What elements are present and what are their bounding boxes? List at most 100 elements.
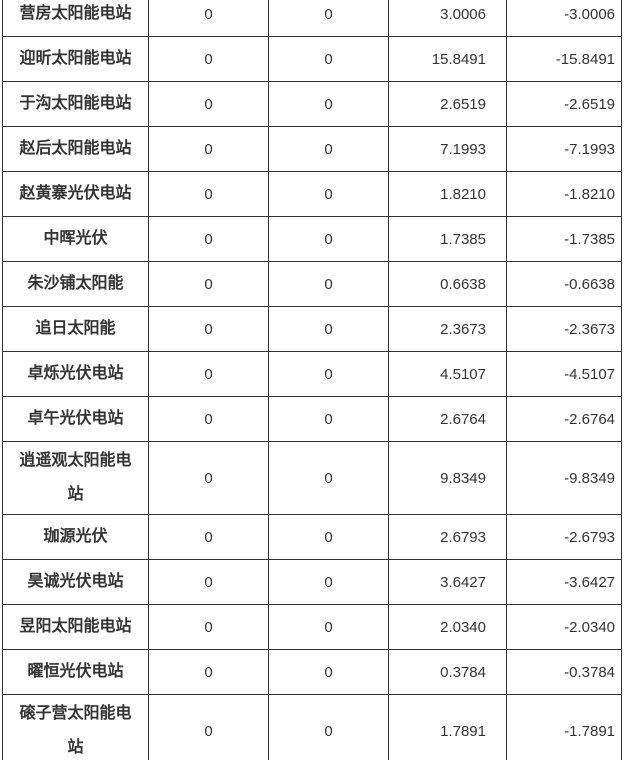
positive-value-cell: 4.5107: [388, 351, 507, 397]
positive-value-cell: 1.7891: [388, 694, 507, 760]
zero-value-cell-2: 0: [268, 171, 389, 217]
negative-value-cell: -0.6638: [506, 261, 622, 307]
zero-value-cell-1: 0: [148, 81, 269, 127]
negative-value-cell: -1.8210: [506, 171, 622, 217]
station-name-cell: 营房太阳能电站: [2, 0, 149, 37]
table-row: 昱阳太阳能电站 0 0 2.0340 -2.0340: [2, 604, 622, 650]
zero-value-cell-1: 0: [148, 0, 269, 37]
zero-value-cell-2: 0: [268, 126, 389, 172]
negative-value-cell: -3.6427: [506, 559, 622, 605]
station-name-cell: 昊诚光伏电站: [2, 559, 149, 605]
zero-value-cell-1: 0: [148, 441, 269, 515]
zero-value-cell-1: 0: [148, 306, 269, 352]
zero-value-cell-2: 0: [268, 441, 389, 515]
table-row: 赵后太阳能电站 0 0 7.1993 -7.1993: [2, 126, 622, 172]
table-row: 珈源光伏 0 0 2.6793 -2.6793: [2, 514, 622, 560]
positive-value-cell: 2.0340: [388, 604, 507, 650]
station-name-cell: 中晖光伏: [2, 216, 149, 262]
positive-value-cell: 0.3784: [388, 649, 507, 695]
zero-value-cell-1: 0: [148, 514, 269, 560]
negative-value-cell: -1.7891: [506, 694, 622, 760]
negative-value-cell: -3.0006: [506, 0, 622, 37]
zero-value-cell-2: 0: [268, 559, 389, 605]
left-border-tail: [2, 751, 3, 760]
zero-value-cell-1: 0: [148, 649, 269, 695]
positive-value-cell: 2.3673: [388, 306, 507, 352]
negative-value-cell: -2.6764: [506, 396, 622, 442]
zero-value-cell-1: 0: [148, 694, 269, 760]
station-name-cell: 曜恒光伏电站: [2, 649, 149, 695]
station-name-cell: 昱阳太阳能电站: [2, 604, 149, 650]
positive-value-cell: 1.8210: [388, 171, 507, 217]
zero-value-cell-1: 0: [148, 216, 269, 262]
positive-value-cell: 7.1993: [388, 126, 507, 172]
zero-value-cell-1: 0: [148, 396, 269, 442]
station-name-cell: 逍遥观太阳能电站: [2, 441, 149, 515]
station-name-cell: 卓午光伏电站: [2, 396, 149, 442]
zero-value-cell-2: 0: [268, 81, 389, 127]
zero-value-cell-2: 0: [268, 36, 389, 82]
positive-value-cell: 1.7385: [388, 216, 507, 262]
positive-value-cell: 2.6764: [388, 396, 507, 442]
zero-value-cell-1: 0: [148, 36, 269, 82]
zero-value-cell-2: 0: [268, 0, 389, 37]
negative-value-cell: -2.6793: [506, 514, 622, 560]
table-row: 赵黄寨光伏电站 0 0 1.8210 -1.8210: [2, 171, 622, 217]
zero-value-cell-1: 0: [148, 604, 269, 650]
positive-value-cell: 2.6519: [388, 81, 507, 127]
station-name-cell: 追日太阳能: [2, 306, 149, 352]
negative-value-cell: -0.3784: [506, 649, 622, 695]
station-name-cell: 磙子营太阳能电站: [2, 694, 149, 760]
table-row: 磙子营太阳能电站 0 0 1.7891 -1.7891: [2, 694, 622, 760]
table-row: 逍遥观太阳能电站 0 0 9.8349 -9.8349: [2, 441, 622, 515]
positive-value-cell: 9.8349: [388, 441, 507, 515]
table-row: 营房太阳能电站 0 0 3.0006 -3.0006: [2, 0, 622, 37]
positive-value-cell: 0.6638: [388, 261, 507, 307]
zero-value-cell-2: 0: [268, 261, 389, 307]
zero-value-cell-1: 0: [148, 126, 269, 172]
negative-value-cell: -2.6519: [506, 81, 622, 127]
positive-value-cell: 2.6793: [388, 514, 507, 560]
positive-value-cell: 15.8491: [388, 36, 507, 82]
station-name-cell: 于沟太阳能电站: [2, 81, 149, 127]
negative-value-cell: -4.5107: [506, 351, 622, 397]
table-row: 迎昕太阳能电站 0 0 15.8491 -15.8491: [2, 36, 622, 82]
negative-value-cell: -2.3673: [506, 306, 622, 352]
negative-value-cell: -1.7385: [506, 216, 622, 262]
zero-value-cell-1: 0: [148, 171, 269, 217]
zero-value-cell-2: 0: [268, 514, 389, 560]
station-name-cell: 迎昕太阳能电站: [2, 36, 149, 82]
positive-value-cell: 3.0006: [388, 0, 507, 37]
zero-value-cell-1: 0: [148, 559, 269, 605]
negative-value-cell: -2.0340: [506, 604, 622, 650]
station-name-cell: 珈源光伏: [2, 514, 149, 560]
table-row: 昊诚光伏电站 0 0 3.6427 -3.6427: [2, 559, 622, 605]
zero-value-cell-2: 0: [268, 694, 389, 760]
negative-value-cell: -15.8491: [506, 36, 622, 82]
table-row: 卓午光伏电站 0 0 2.6764 -2.6764: [2, 396, 622, 442]
zero-value-cell-2: 0: [268, 216, 389, 262]
zero-value-cell-2: 0: [268, 604, 389, 650]
table-row: 追日太阳能 0 0 2.3673 -2.3673: [2, 306, 622, 352]
negative-value-cell: -9.8349: [506, 441, 622, 515]
zero-value-cell-2: 0: [268, 649, 389, 695]
zero-value-cell-2: 0: [268, 351, 389, 397]
table-row: 朱沙铺太阳能 0 0 0.6638 -0.6638: [2, 261, 622, 307]
zero-value-cell-1: 0: [148, 261, 269, 307]
zero-value-cell-2: 0: [268, 306, 389, 352]
positive-value-cell: 3.6427: [388, 559, 507, 605]
station-name-cell: 赵黄寨光伏电站: [2, 171, 149, 217]
station-name-cell: 赵后太阳能电站: [2, 126, 149, 172]
station-name-cell: 卓烁光伏电站: [2, 351, 149, 397]
station-name-cell: 朱沙铺太阳能: [2, 261, 149, 307]
zero-value-cell-1: 0: [148, 351, 269, 397]
zero-value-cell-2: 0: [268, 396, 389, 442]
table-row: 于沟太阳能电站 0 0 2.6519 -2.6519: [2, 81, 622, 127]
table-row: 中晖光伏 0 0 1.7385 -1.7385: [2, 216, 622, 262]
table-row: 曜恒光伏电站 0 0 0.3784 -0.3784: [2, 649, 622, 695]
table-row: 卓烁光伏电站 0 0 4.5107 -4.5107: [2, 351, 622, 397]
negative-value-cell: -7.1993: [506, 126, 622, 172]
